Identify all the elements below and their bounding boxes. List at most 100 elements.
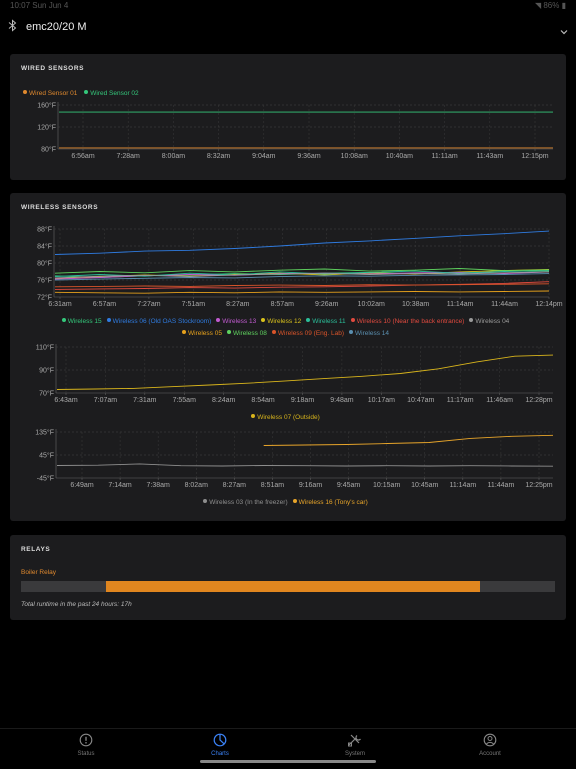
series-line-5 [54, 270, 550, 278]
series-line-7 [54, 271, 550, 279]
wireless-chart-indoor: 88°F 84°F 80°F 76°F 72°F6:31am 6:57am 7:27am 7:… [37, 226, 563, 309]
x-tick-label: 8:54am [251, 397, 275, 404]
legend-item-wired-01[interactable]: Wired Sensor 01 [23, 90, 77, 97]
x-tick-label: 7:28am [117, 153, 141, 160]
x-tick-label: 12:14pm [535, 301, 562, 308]
legend-swatch [251, 414, 256, 419]
x-tick-label: 8:00am [162, 153, 186, 160]
wireless-legend-item[interactable]: Wireless 11 [306, 318, 346, 325]
x-tick-label: 9:16am [299, 482, 323, 489]
x-tick-label: 8:51am [261, 482, 285, 489]
legend-swatch [306, 318, 311, 323]
outside-legend-item[interactable]: Wireless 07 (Outside) [251, 414, 320, 421]
tab-status[interactable]: Status [46, 733, 126, 757]
home-indicator [200, 760, 376, 763]
legend-swatch [23, 90, 27, 95]
x-tick-label: 7:14am [108, 482, 132, 489]
wireless-sensors-title: WIRELESS SENSORS [21, 204, 99, 211]
series-line-1 [56, 354, 554, 390]
legend-swatch [349, 330, 354, 335]
tab-system[interactable]: System [315, 733, 395, 757]
legend-swatch [350, 318, 355, 323]
x-tick-label: 10:47am [407, 397, 434, 404]
wireless-chart-outside: 110°F 90°F 70°F6:43am 7:07am 7:31am 7:55am 8:2… [36, 344, 554, 404]
y-tick-label: 80°F [41, 146, 56, 154]
relay-name: Boiler Relay [21, 569, 57, 576]
x-tick-label: 11:17am [447, 397, 474, 404]
y-tick-label: 120°F [37, 124, 56, 132]
bluetooth-icon[interactable] [8, 19, 17, 37]
wired-sensors-chart: 160°F 120°F 80°F 6:56am 7:28am 8:00am 8:32am 9:… [37, 102, 553, 160]
legend-item-wired-02[interactable]: Wired Sensor 02 [84, 90, 139, 97]
y-tick-label: 88°F [37, 226, 52, 234]
x-tick-label: 9:36am [297, 153, 321, 160]
legend-label: Wireless 13 [222, 318, 257, 325]
wireless-legend-item[interactable]: Wireless 09 (Eng. Lab) [271, 330, 344, 337]
x-tick-label: 9:04am [252, 153, 276, 160]
relay-active-bar [106, 581, 481, 592]
x-tick-label: 7:07am [94, 397, 118, 404]
x-tick-label: 10:38am [402, 301, 429, 308]
wireless-legend-item[interactable]: Wireless 08 [226, 330, 267, 337]
legend-swatch [181, 330, 186, 335]
legend-label: Wired Sensor 01 [29, 90, 78, 97]
legend-label: Wireless 05 [187, 330, 222, 337]
x-tick-label: 8:27am [223, 482, 247, 489]
x-tick-label: 7:31am [133, 397, 157, 404]
status-icons: ◥ 86% ▮ [534, 1, 566, 10]
wireless-legend-item[interactable]: Wireless 12 [261, 318, 301, 325]
wireless-legend-item[interactable]: Wireless 06 (Old OAS Stockroom) [106, 318, 211, 325]
tab-account[interactable]: Account [450, 733, 530, 757]
x-tick-label: 11:43am [476, 153, 503, 160]
x-tick-label: 10:40am [386, 153, 413, 160]
x-tick-label: 11:14am [449, 482, 476, 489]
legend-swatch [61, 318, 66, 323]
x-tick-label: 10:08am [341, 153, 368, 160]
pie-chart-icon [180, 733, 260, 749]
device-name[interactable]: emc20/20 M [26, 21, 87, 33]
x-tick-label: 12:25pm [525, 482, 552, 489]
wireless-legend-item[interactable]: Wireless 04 [469, 318, 509, 325]
wireless-legend-outside: Wireless 07 (Outside) [10, 414, 566, 421]
legend-label: Wireless 16 (Tony's car) [298, 499, 368, 506]
wireless-sensors-card: WIRELESS SENSORS 88°F 84°F 80°F 76°F 72°F 6:3… [10, 193, 566, 521]
freezer-car-legend-item[interactable]: Wireless 03 (In the freezer) [203, 499, 288, 506]
relays-title: RELAYS [21, 546, 51, 553]
x-tick-label: 9:26am [315, 301, 339, 308]
legend-label: Wireless 14 [355, 330, 390, 337]
x-tick-label: 7:27am [137, 301, 161, 308]
x-tick-label: 8:02am [185, 482, 209, 489]
y-tick-label: 76°F [37, 277, 52, 285]
tools-icon [315, 733, 395, 749]
x-tick-label: 8:32am [207, 153, 231, 160]
freezer-car-legend-item[interactable]: Wireless 16 (Tony's car) [292, 499, 368, 506]
wired-sensors-card: WIRED SENSORS Wired Sensor 01 Wired Sens… [10, 54, 566, 180]
x-tick-label: 11:11am [431, 153, 457, 160]
y-tick-label: 160°F [37, 102, 56, 110]
x-tick-label: 8:57am [271, 301, 295, 308]
tab-label: Account [479, 751, 501, 757]
x-tick-label: 12:15pm [521, 153, 548, 160]
tab-charts[interactable]: Charts [180, 733, 260, 757]
wireless-legend-item[interactable]: Wireless 13 [216, 318, 256, 325]
x-tick-label: 9:48am [330, 397, 354, 404]
legend-swatch [216, 318, 221, 323]
legend-label: Wireless 07 (Outside) [257, 414, 320, 421]
wireless-legend-item[interactable]: Wireless 14 [349, 330, 389, 337]
x-tick-label: 6:57am [93, 301, 117, 308]
x-tick-label: 6:31am [48, 301, 72, 308]
wireless-legend-item[interactable]: Wireless 15 [61, 318, 102, 325]
y-tick-label: 135°F [35, 429, 54, 437]
wired-legend: Wired Sensor 01 Wired Sensor 02 [23, 90, 144, 97]
legend-swatch [469, 318, 474, 323]
wired-sensors-title: WIRED SENSORS [21, 65, 85, 72]
wireless-legend-item[interactable]: Wireless 05 [181, 330, 222, 337]
x-tick-label: 8:27am [226, 301, 250, 308]
tab-label: Charts [211, 751, 229, 757]
series-line-6 [54, 268, 550, 274]
wireless-legend-item[interactable]: Wireless 10 (Near the back entrance) [350, 318, 464, 325]
legend-swatch [203, 499, 208, 504]
x-tick-label: 11:44am [488, 482, 515, 489]
chevron-down-icon[interactable] [560, 22, 568, 40]
y-tick-label: -45°F [37, 475, 54, 483]
